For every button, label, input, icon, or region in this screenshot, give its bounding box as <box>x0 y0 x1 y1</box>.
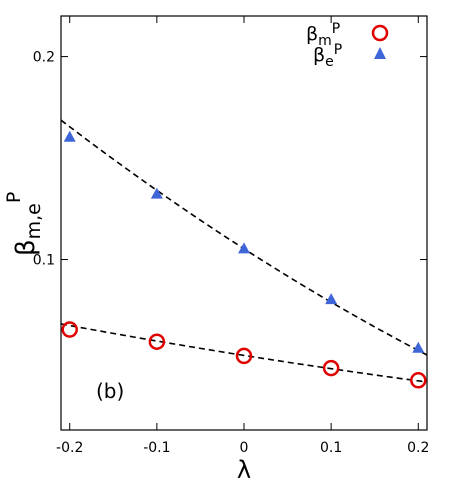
data-point-circle <box>148 333 166 350</box>
x-tick-label: 0 <box>240 440 249 456</box>
legend-marker-triangle <box>374 47 386 59</box>
ticks <box>61 16 427 430</box>
data-point-triangle <box>150 187 163 199</box>
annotation-label: (b) <box>96 379 124 403</box>
legend-label-m: βmP <box>306 21 340 49</box>
markers <box>61 130 427 389</box>
x-tick-label: 0.1 <box>320 440 342 456</box>
plot-frame <box>60 15 428 431</box>
legend: βmP βeP <box>306 21 389 70</box>
data-point-triangle <box>63 130 76 142</box>
x-tick-label: 0.2 <box>407 440 429 456</box>
fit-line-circle <box>60 323 428 383</box>
x-axis-title: λ <box>237 456 251 480</box>
fit-line-triangle <box>60 119 428 356</box>
data-point-circle <box>322 359 340 377</box>
y-tick-label: 0.2 <box>33 50 55 66</box>
data-point-triangle <box>325 293 338 305</box>
data-point-circle <box>235 347 253 365</box>
legend-label-e: βeP <box>313 42 342 70</box>
y-axis-title: βm,eP <box>3 192 45 256</box>
data-point-circle <box>410 372 427 389</box>
data-point-circle <box>61 321 78 338</box>
tick-labels: -0.2 -0.1 0 0.1 0.2 0.1 0.2 <box>33 50 430 456</box>
legend-marker-circle <box>371 24 389 42</box>
x-tick-label: -0.2 <box>56 440 83 456</box>
data-point-triangle <box>412 341 425 353</box>
x-tick-label: -0.1 <box>143 440 170 456</box>
data-point-triangle <box>238 242 250 254</box>
y-tick-label: 0.1 <box>33 253 55 269</box>
